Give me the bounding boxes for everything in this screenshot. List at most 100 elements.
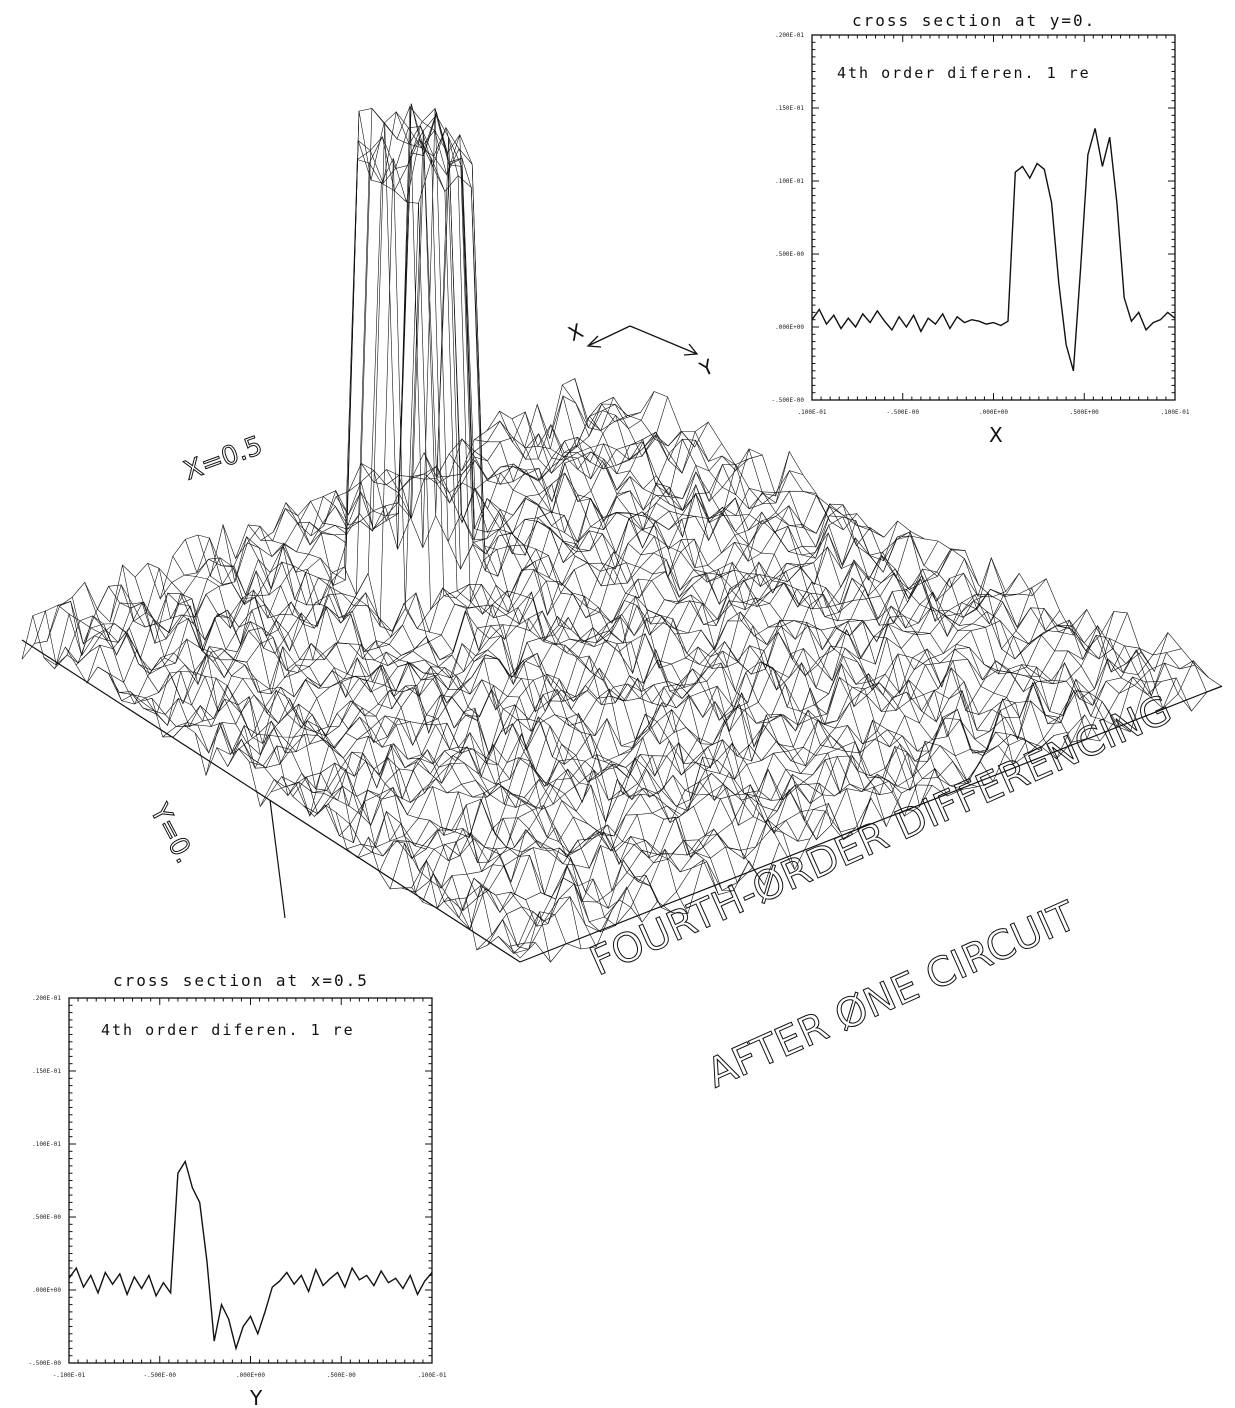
inset-cross-section-y0: cross section at y=0. 4th order diferen.… (771, 11, 1189, 447)
inset-cross-section-x05: cross section at x=0.5 4th order diferen… (28, 971, 446, 1408)
surface-mesh-line (119, 125, 722, 699)
surface-mesh-line (21, 615, 521, 959)
surface-front-right-edge (519, 685, 1223, 963)
y0-marker-line (269, 799, 286, 919)
surface-mesh-line (238, 504, 871, 768)
y-tick-label: -.500E-00 (771, 397, 804, 404)
surface-mesh-line (509, 660, 1209, 947)
x-tick-label: .500E+00 (1070, 409, 1099, 416)
x-tick-label: .000E+00 (236, 1372, 265, 1379)
surface-mesh-line (476, 632, 1169, 951)
surface-mesh-line (303, 549, 952, 815)
y-tick-label: .000E+00 (775, 324, 804, 331)
y-marker-annotation: Y=0. (143, 798, 199, 868)
surface-mesh-line (499, 411, 1100, 742)
surface-mesh-line (108, 127, 709, 705)
x-tick-label: .100E-01 (418, 1372, 447, 1379)
surface-mesh-line (173, 451, 790, 737)
x-arrowhead (586, 335, 602, 348)
plot-frame (68, 997, 433, 1364)
surface-mesh-line (122, 564, 643, 923)
surface-mesh-line (32, 395, 614, 645)
surface-mesh-line (97, 107, 695, 683)
surface-mesh-line (314, 548, 966, 826)
surface-mesh-line (587, 415, 1207, 693)
surface-mesh-line (524, 424, 1131, 733)
surface-mesh-line (54, 103, 641, 669)
y-tick-label: .150E-01 (32, 1068, 61, 1075)
surface-mesh-line (162, 463, 776, 738)
surface-mesh-line (184, 470, 803, 738)
surface-mesh-line (324, 557, 979, 844)
y-tick-label: .000E+00 (32, 1287, 61, 1294)
surface-mesh-line (75, 108, 668, 666)
y-tick-labels: .200E-01 .150E-01 .100E-01 .500E-00 .000E+00… (771, 32, 804, 404)
surface-mesh-line (130, 127, 736, 715)
y-arrowhead (683, 343, 699, 356)
surface-mesh-line (368, 593, 1033, 859)
surface-mesh-line (400, 607, 1074, 893)
y-tick-label: .500E-00 (775, 251, 804, 258)
surface-mesh-line (498, 662, 1196, 954)
y-tick-label: .500E-00 (32, 1214, 61, 1221)
surface-mesh-line (194, 490, 817, 754)
surface-mesh-line (398, 157, 978, 787)
surface-mesh-line (454, 634, 1142, 930)
y-tick-label: .100E-01 (32, 1141, 61, 1148)
box-label: 4th order diferen. 1 re (837, 64, 1091, 82)
y-tick-label: .100E-01 (775, 178, 804, 185)
inset-title: cross section at y=0. (852, 11, 1096, 30)
y-tick-labels: .200E-01 .150E-01 .100E-01 .500E-00 .000E+00… (28, 995, 61, 1367)
plot-frame (811, 34, 1176, 401)
surface-mesh-line (151, 448, 763, 715)
y-tick-label: .150E-01 (775, 105, 804, 112)
surface-mesh-line (487, 648, 1182, 948)
surface-mesh-line (292, 530, 939, 807)
surface-mesh-line (465, 638, 1155, 901)
surface-mesh-line (357, 573, 1020, 859)
surface-mesh-line (486, 420, 1085, 743)
caption-line-2: AFTER ØNE CIRCUIT (700, 893, 1083, 1097)
surface-mesh-line (249, 516, 885, 767)
surface-mesh-line (389, 607, 1060, 889)
surface-front-left-edge (21, 639, 521, 963)
x-tick-labels: -.100E-01 -.500E-00 .000E+00 .500E-00 .100E-… (53, 1372, 447, 1379)
surface-mesh-line (227, 503, 857, 769)
tick-marks (68, 997, 433, 1364)
axis-x-direction-label: X (564, 318, 587, 346)
x-tick-label: .100E-01 (798, 409, 827, 416)
x-tick-label: .500E-00 (327, 1372, 356, 1379)
series-line (811, 128, 1176, 371)
x-marker-annotation: X=0.5 (180, 431, 266, 487)
surface-mesh-line (519, 677, 1223, 963)
surface-mesh-line (270, 531, 912, 793)
y-tick-label: .200E-01 (32, 995, 61, 1002)
axis-direction-indicator (586, 325, 699, 356)
surface-mesh-line (335, 572, 993, 825)
surface-mesh-line (86, 106, 682, 684)
surface-mesh-line (43, 403, 628, 666)
surface-mesh-line (443, 612, 1128, 919)
x-tick-labels: .100E-01 -.500E-00 .000E+00 .500E+00 .100E-0… (798, 409, 1190, 416)
x-axis-label: Y (249, 1386, 263, 1408)
surface-mesh-line (281, 535, 925, 817)
x-tick-label: .000E+00 (979, 409, 1008, 416)
surface-plot-3d (21, 103, 1223, 963)
surface-mesh-line (273, 158, 826, 823)
surface-mesh-line (433, 611, 1115, 912)
axis-y-direction-label: Y (695, 354, 718, 382)
x-axis-label: X (989, 423, 1003, 447)
surface-mesh-line (97, 585, 612, 933)
x-tick-label: .100E-01 (1161, 409, 1190, 416)
x-direction-arrow (589, 325, 631, 346)
surface-mesh-line (574, 378, 1192, 712)
surface-base-edges (21, 639, 1223, 963)
x-tick-label: -.500E-00 (143, 1372, 176, 1379)
y-tick-label: -.500E-00 (28, 1360, 61, 1367)
series-line (68, 1159, 433, 1351)
x-tick-label: -.500E-00 (886, 409, 919, 416)
caption-line-1: FOURTH-ØRDER DIFFERENCING (583, 686, 1178, 985)
y-direction-arrow (629, 325, 698, 355)
y-tick-label: .200E-01 (775, 32, 804, 39)
